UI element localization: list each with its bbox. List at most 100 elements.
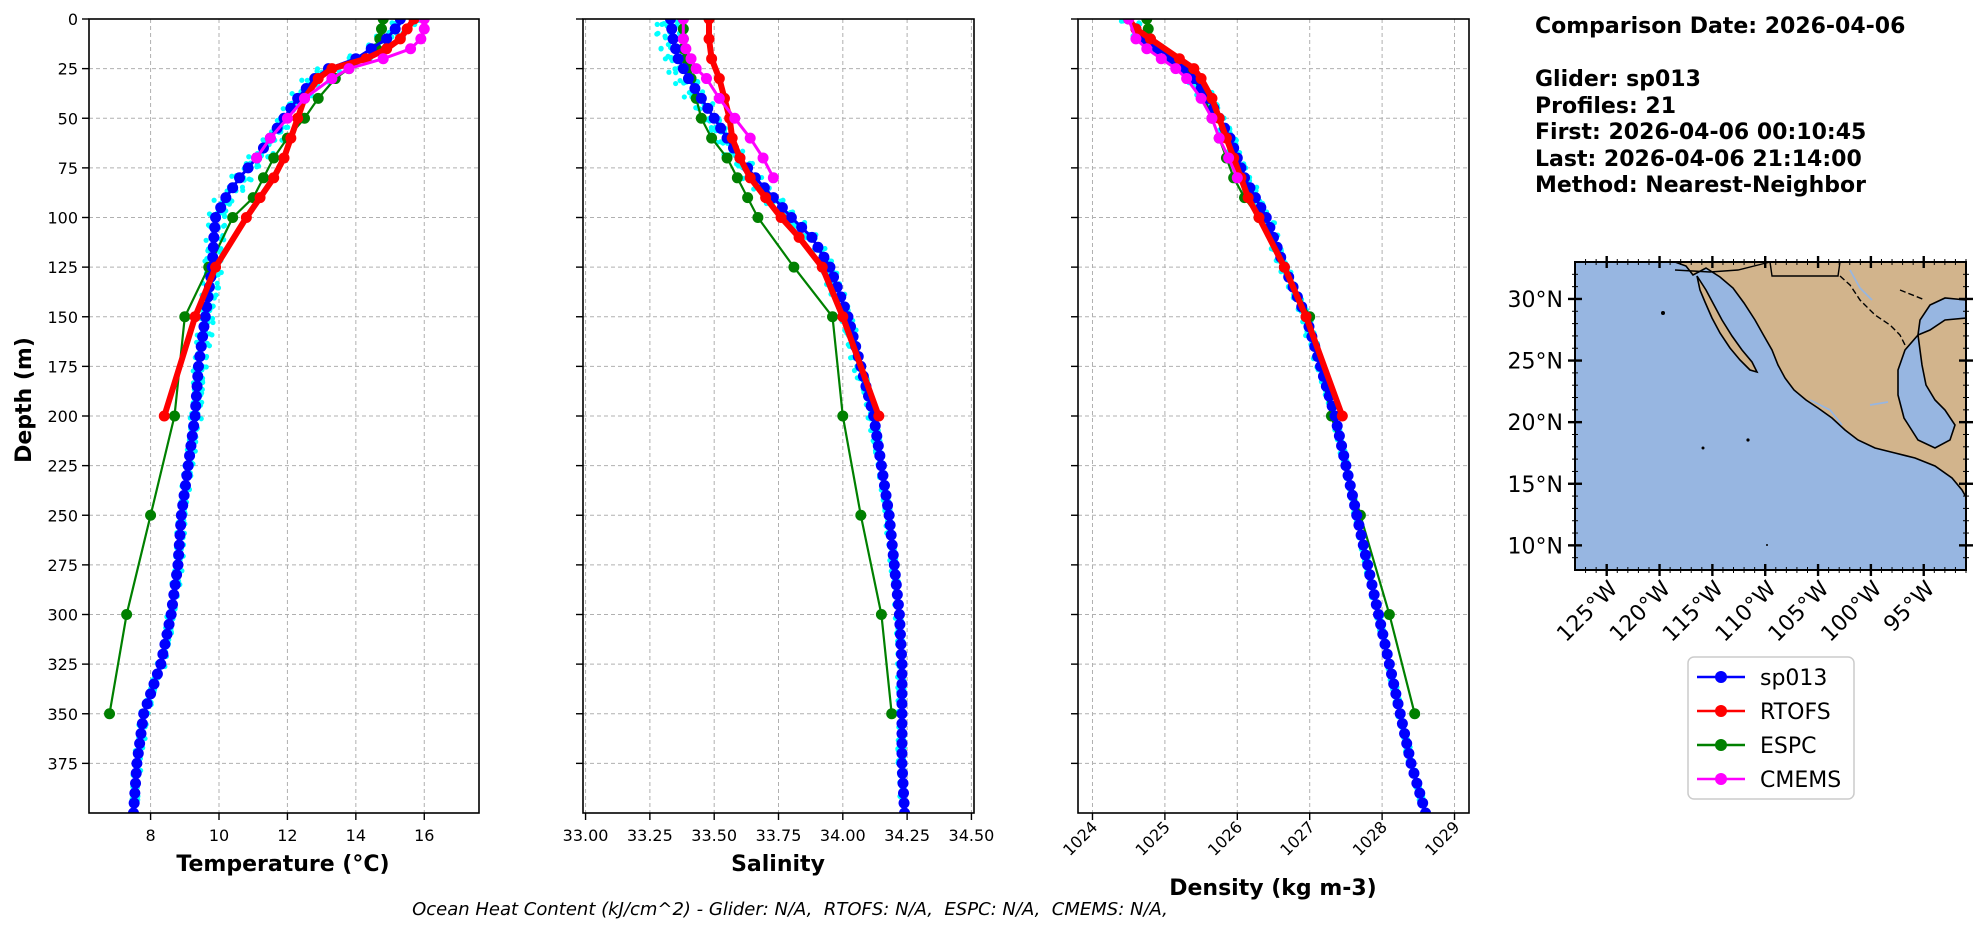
series-point-sp013 (715, 122, 727, 134)
legend: sp013 RTOFS ESPC CMEMS (1687, 656, 1855, 800)
series-point-sp013 (880, 489, 892, 501)
temperature-ytick-label: 50 (58, 109, 78, 128)
series-point-sp013 (785, 212, 797, 223)
series-point-espc (312, 92, 324, 104)
series-point-sp013 (127, 807, 139, 813)
salinity-plot-area (654, 19, 911, 813)
series-point-cmems (713, 92, 725, 104)
series-point-rtofs (744, 172, 756, 184)
map-islands (1661, 311, 1768, 546)
temperature-glider-raw-point (229, 173, 235, 179)
series-point-rtofs (285, 132, 297, 144)
series-point-sp013 (1405, 757, 1417, 769)
series-point-cmems (418, 23, 430, 35)
series-point-sp013 (883, 509, 895, 521)
series-point-sp013 (1396, 718, 1408, 730)
series-point-sp013 (667, 33, 679, 45)
series-point-sp013 (1353, 519, 1365, 531)
temperature-panel: 8 10 12 14 16 0 25 50 75 100 125 150 175 200 225 250 275… (47, 10, 480, 845)
series-point-sp013 (1408, 767, 1420, 779)
series-point-sp013 (1390, 688, 1402, 700)
temperature-glider-raw-point (203, 237, 209, 243)
temperature-glider-raw-point (285, 124, 291, 130)
series-point-sp013 (169, 579, 181, 591)
series-point-sp013 (1366, 579, 1378, 591)
series-point-sp013 (702, 102, 714, 114)
density-panel: 1024 1025 1026 1027 1028 1029 (1059, 18, 1470, 860)
legend-marker-sp013 (1715, 671, 1727, 683)
temperature-glider-raw-point (221, 211, 227, 218)
series-point-sp013 (131, 757, 143, 769)
series-point-sp013 (1342, 470, 1354, 482)
series-point-rtofs (1188, 63, 1200, 75)
series-point-espc (855, 509, 867, 521)
temperature-glider-raw-point (289, 90, 295, 97)
series-point-cmems (343, 63, 355, 75)
series-point-sp013 (163, 618, 175, 630)
series-point-espc (837, 410, 849, 422)
temperature-ytick-label: 175 (47, 357, 78, 376)
series-point-cmems (677, 19, 689, 25)
series-point-cmems (418, 19, 430, 25)
series-point-sp013 (1338, 450, 1350, 462)
temperature-xtick-label: 10 (209, 826, 229, 845)
ohc-footer: Ocean Heat Content (kJ/cm^2) - Glider: N… (412, 899, 1168, 920)
salinity-glider-raw-point (654, 21, 660, 27)
series-point-sp013 (1333, 430, 1345, 442)
series-point-sp013 (198, 321, 210, 333)
series-point-sp013 (896, 658, 908, 670)
series-point-sp013 (189, 410, 201, 422)
series-point-sp013 (889, 569, 901, 581)
series-point-sp013 (796, 221, 808, 233)
series-point-sp013 (1372, 609, 1384, 620)
temperature-glider-raw-point (210, 319, 216, 326)
series-line-rtofs (1126, 19, 1346, 418)
series-point-sp013 (208, 231, 220, 243)
legend-marker-rtofs (1715, 705, 1727, 717)
series-point-sp013 (828, 271, 840, 283)
temperature-xtick-label: 8 (145, 826, 155, 845)
series-point-sp013 (220, 192, 232, 204)
series-point-sp013 (896, 767, 908, 779)
series-point-sp013 (174, 529, 186, 541)
series-point-sp013 (234, 172, 246, 184)
map-lat-label: 30°N (1508, 288, 1563, 313)
temperature-ytick-label: 100 (47, 209, 78, 228)
series-point-sp013 (887, 549, 899, 561)
series-point-rtofs (1336, 410, 1348, 422)
series-point-sp013 (179, 479, 191, 491)
series-point-sp013 (184, 450, 196, 462)
series-point-sp013 (195, 341, 207, 353)
temperature-glider-raw-point (314, 66, 321, 72)
series-point-sp013 (130, 767, 142, 779)
series-point-sp013 (138, 708, 150, 720)
series-point-sp013 (242, 162, 254, 174)
legend-label-cmems: CMEMS (1760, 768, 1841, 793)
series-point-cmems (700, 73, 712, 85)
series-point-sp013 (178, 489, 190, 501)
series-point-sp013 (1377, 628, 1389, 640)
series-point-sp013 (664, 19, 676, 25)
series-point-sp013 (1351, 509, 1363, 521)
series-point-sp013 (895, 638, 907, 650)
series-point-sp013 (869, 420, 881, 432)
series-point-sp013 (896, 688, 908, 700)
series-point-rtofs (240, 212, 252, 223)
legend-label-sp013: sp013 (1760, 666, 1827, 691)
series-point-espc (706, 132, 718, 144)
series-point-cmems (326, 73, 338, 85)
series-point-sp013 (877, 470, 889, 482)
series-point-rtofs (1195, 73, 1207, 85)
series-point-rtofs (1253, 212, 1265, 223)
series-point-cmems (415, 33, 427, 45)
series-point-sp013 (878, 479, 890, 491)
series-point-sp013 (884, 519, 896, 531)
series-point-sp013 (1344, 479, 1356, 491)
temperature-glider-raw-point (215, 285, 222, 291)
series-point-sp013 (161, 628, 173, 640)
temperature-ytick-label: 350 (47, 705, 78, 724)
temperature-glider-raw-point (214, 280, 220, 286)
series-point-sp013 (1392, 698, 1404, 710)
series-point-sp013 (209, 221, 221, 233)
series-point-espc (145, 509, 157, 521)
